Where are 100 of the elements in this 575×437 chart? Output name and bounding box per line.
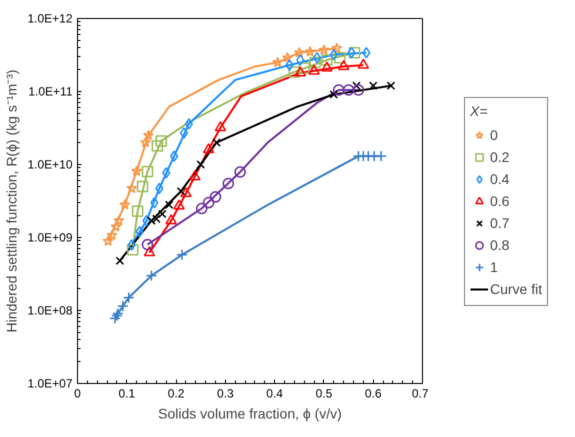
legend-label: 0 [490,126,499,145]
legend-label: 0.2 [490,148,510,167]
point [352,81,361,90]
point [330,90,338,99]
point [312,52,322,64]
point [155,182,164,194]
point [234,166,246,178]
y-tick-label: 1.0E+09 [27,230,73,244]
point [180,187,192,198]
point [296,54,304,66]
point [102,235,114,246]
x-axis-title: Solids volume fraction, ϕ (v/v) [158,406,342,422]
point [294,66,306,76]
point [136,180,148,192]
x-tick-label: 0.6 [364,386,382,400]
point [375,150,387,162]
point [126,182,138,194]
point [106,230,118,240]
point [150,196,158,208]
point [136,226,144,238]
point [196,202,208,214]
point [308,64,320,75]
point [180,127,188,139]
point [285,59,294,71]
point [272,56,284,68]
point [123,292,135,304]
y-tick-label: 1.0E+12 [27,12,73,26]
point [142,214,151,226]
point [321,54,333,66]
legend-title: X= [470,103,489,119]
point [128,239,136,251]
point [202,196,214,208]
point [222,178,234,190]
point [309,56,321,68]
point [282,52,293,63]
point [142,238,154,250]
point [348,46,360,58]
point [113,214,124,226]
point [176,186,186,196]
point [196,160,205,169]
point [362,46,370,58]
point [338,60,350,70]
point [294,46,305,58]
point [146,270,158,282]
legend-label: 0.6 [490,192,510,211]
x-tick-label: 0 [74,386,82,400]
y-tick-label: 1.0E+07 [27,376,73,390]
point [202,143,214,154]
x-tick-label: 0.7 [412,386,429,400]
point [119,199,130,210]
point [110,221,122,232]
point [116,256,124,266]
point [212,138,221,147]
point [165,214,177,224]
point [142,166,154,178]
y-axis-title: Hindered settling function, R(ϕ) (kg s⁻¹m⁻³) [3,70,20,332]
point [156,135,168,147]
point [214,121,226,132]
point [352,84,364,96]
point [140,136,152,148]
point [173,199,185,210]
point [298,62,310,74]
legend-label: 1 [490,258,499,277]
point [347,46,356,58]
point [164,200,174,210]
point [162,167,170,179]
point [189,170,201,180]
x-tick-label: 0.3 [217,386,234,400]
point [321,61,333,72]
legend-label: Curve fit [490,280,542,299]
point [210,191,222,203]
point [170,150,178,162]
legend-label: 0.4 [490,170,510,189]
y-tick-label: 1.0E+08 [27,304,73,318]
point [152,140,164,152]
point [342,84,354,96]
point [332,84,344,96]
x-tick-label: 0.4 [266,386,284,400]
point [386,81,396,90]
point [304,46,316,57]
legend-label: 0.7 [490,214,510,233]
y-tick-label: 1.0E+10 [27,158,73,172]
point [334,52,346,64]
point [318,44,330,55]
point [158,210,167,218]
point [131,165,142,176]
point [142,130,154,140]
point [132,205,144,217]
point [330,48,338,60]
point [144,246,156,256]
point [288,66,300,78]
x-tick-label: 0.1 [118,386,136,400]
point [176,249,188,261]
point [126,244,138,256]
point [184,118,193,130]
point [331,42,342,54]
point [358,58,370,69]
point [368,81,378,90]
x-tick-label: 0.2 [168,386,185,400]
legend-label: 0.8 [490,236,510,255]
